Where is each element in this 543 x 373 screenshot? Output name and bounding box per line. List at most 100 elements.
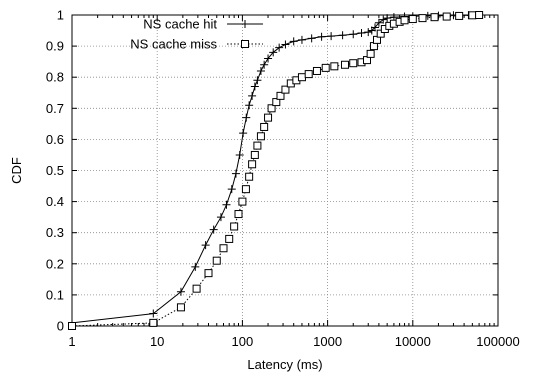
data-point-ns-cache-hit — [264, 54, 273, 63]
data-point-ns-cache-hit — [260, 60, 269, 69]
data-point-ns-cache-miss — [256, 132, 265, 141]
data-point-ns-cache-hit — [307, 34, 316, 43]
data-point-ns-cache-miss — [260, 122, 269, 131]
data-point-ns-cache-hit — [216, 213, 225, 222]
data-point-ns-cache-miss — [241, 185, 250, 194]
y-tick-label: 0.3 — [46, 225, 64, 240]
data-point-ns-cache-miss — [219, 244, 228, 253]
x-tick-label: 10 — [150, 334, 164, 349]
data-point-ns-cache-hit — [176, 287, 185, 296]
data-point-ns-cache-miss — [366, 49, 375, 58]
data-point-ns-cache-miss — [297, 73, 306, 82]
data-point-ns-cache-miss — [212, 256, 221, 265]
data-point-ns-cache-hit — [256, 66, 265, 75]
data-point-ns-cache-hit — [374, 18, 383, 27]
data-point-ns-cache-hit — [370, 23, 379, 32]
data-point-ns-cache-hit — [349, 30, 358, 39]
data-point-ns-cache-miss — [248, 160, 257, 169]
data-point-ns-cache-hit — [289, 37, 298, 46]
series-line-ns-cache-hit — [71, 14, 480, 324]
data-point-ns-cache-miss — [149, 318, 158, 327]
data-point-ns-cache-miss — [253, 141, 262, 150]
legend-sample-ns-cache-hit — [227, 20, 263, 28]
legend-sample-ns-cache-miss — [227, 40, 263, 48]
data-point-ns-cache-miss — [475, 11, 484, 19]
data-point-ns-cache-miss — [245, 172, 254, 181]
y-tick-label: 0.9 — [46, 39, 64, 54]
data-point-ns-cache-hit — [281, 40, 290, 49]
data-point-ns-cache-hit — [235, 150, 244, 159]
data-point-ns-cache-hit — [383, 14, 392, 23]
legend-label-ns-cache-hit: NS cache hit — [143, 17, 217, 32]
data-point-ns-cache-miss — [276, 91, 285, 100]
data-point-ns-cache-hit — [201, 241, 210, 250]
data-point-ns-cache-hit — [327, 32, 336, 41]
data-point-ns-cache-hit — [149, 309, 158, 318]
data-point-ns-cache-hit — [222, 200, 231, 209]
data-point-ns-cache-miss — [340, 60, 349, 69]
y-tick-label: 1 — [57, 8, 64, 23]
data-point-ns-cache-hit — [227, 185, 236, 194]
x-tick-label: 1 — [68, 334, 75, 349]
data-point-ns-cache-hit — [239, 129, 248, 138]
y-tick-label: 0.5 — [46, 163, 64, 178]
data-point-ns-cache-miss — [68, 322, 76, 330]
data-point-ns-cache-miss — [204, 269, 213, 278]
data-point-ns-cache-miss — [267, 104, 276, 113]
x-tick-label: 100000 — [476, 334, 519, 349]
legend-marker — [241, 40, 249, 48]
data-point-ns-cache-hit — [191, 262, 200, 271]
data-point-ns-cache-hit — [297, 35, 306, 44]
data-point-ns-cache-hit — [209, 225, 218, 234]
series-ns-cache-hit — [68, 11, 484, 327]
data-point-ns-cache-hit — [253, 76, 262, 85]
series-layer — [68, 11, 484, 330]
data-point-ns-cache-miss — [264, 113, 273, 122]
data-point-ns-cache-miss — [225, 234, 234, 243]
y-axis-title: CDF — [9, 157, 24, 184]
data-point-ns-cache-hit — [275, 43, 284, 52]
legend: NS cache hit NS cache miss — [130, 17, 263, 52]
y-tick-label: 0.6 — [46, 132, 64, 147]
series-ns-cache-miss — [68, 11, 484, 330]
data-point-ns-cache-miss — [312, 66, 321, 75]
y-tick-label: 0.1 — [46, 287, 64, 302]
data-point-ns-cache-miss — [272, 98, 281, 107]
data-point-ns-cache-miss — [192, 284, 201, 293]
data-point-ns-cache-hit — [248, 91, 257, 100]
x-tick-label: 1000 — [313, 334, 342, 349]
grid-lines — [72, 15, 498, 326]
data-point-ns-cache-miss — [418, 14, 427, 23]
data-point-ns-cache-hit — [379, 15, 388, 24]
x-axis-title: Latency (ms) — [247, 357, 322, 372]
x-tick-label: 100 — [232, 334, 254, 349]
data-point-ns-cache-miss — [304, 70, 313, 79]
data-point-ns-cache-miss — [349, 59, 358, 68]
data-point-ns-cache-hit — [245, 101, 254, 110]
data-point-ns-cache-hit — [242, 113, 251, 122]
data-point-ns-cache-miss — [376, 29, 385, 38]
data-point-ns-cache-miss — [468, 11, 477, 20]
data-point-ns-cache-miss — [238, 197, 247, 206]
data-point-ns-cache-miss — [408, 15, 417, 24]
data-point-ns-cache-miss — [176, 303, 185, 312]
data-point-ns-cache-hit — [317, 32, 326, 41]
data-point-ns-cache-hit — [338, 31, 347, 40]
data-point-ns-cache-miss — [234, 210, 243, 219]
data-point-ns-cache-miss — [455, 11, 464, 20]
data-point-ns-cache-hit — [269, 48, 278, 57]
axis-ticks: 0 0.1 0.2 0.3 0.4 0.5 0.6 0.7 0.8 0.9 1 1 10 100 1000 1… — [46, 8, 520, 350]
legend-marker — [241, 20, 249, 28]
data-point-ns-cache-miss — [281, 85, 290, 94]
data-point-ns-cache-miss — [321, 63, 330, 72]
series-line-ns-cache-miss — [71, 14, 480, 327]
y-tick-label: 0.4 — [46, 194, 64, 209]
data-point-ns-cache-miss — [400, 16, 409, 25]
data-point-ns-cache-miss — [442, 12, 451, 21]
legend-label-ns-cache-miss: NS cache miss — [130, 37, 217, 52]
data-point-ns-cache-miss — [430, 13, 439, 22]
data-point-ns-cache-miss — [330, 62, 339, 71]
data-point-ns-cache-miss — [250, 150, 259, 159]
data-point-ns-cache-miss — [230, 222, 239, 231]
